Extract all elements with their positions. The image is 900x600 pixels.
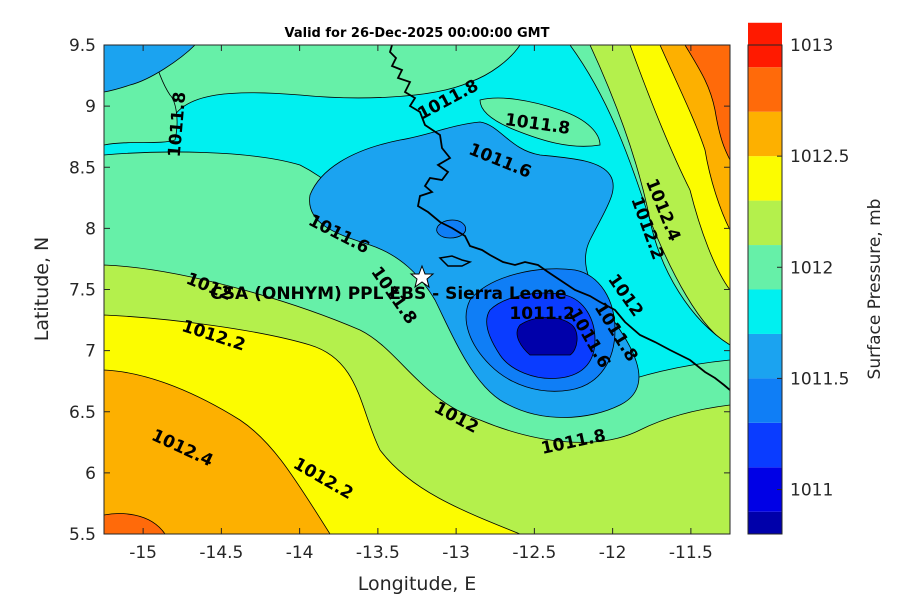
colorbar-swatch [748,111,782,157]
y-tick-label: 8.5 [69,158,96,178]
colorbar-label: Surface Pressure, mb [865,199,885,380]
pressure-field [104,45,730,534]
colorbar-tick-label: 1012.5 [790,147,849,167]
star-icon [409,264,435,289]
colorbar-tick-label: 1011.5 [790,369,849,389]
colorbar-ticks: 1011 1011.5 1012 1012.5 1013 [777,36,849,501]
x-tick-label: -14 [286,543,314,563]
level-1011.3-1011.5 [104,45,196,93]
level-1010.8-1010.9 [516,317,578,356]
colorbar-swatch [748,467,782,512]
chart-title: Valid for 26-Dec-2025 00:00:00 GMT [285,26,550,41]
colorbar-swatch [748,378,782,423]
colorbar-swatch [748,289,782,334]
y-axis: 5.5 6 6.5 7 7.5 8 8.5 9 9.5 [69,36,730,545]
colorbar-swatch [748,156,782,201]
y-tick-label: 7 [85,342,96,362]
y-tick-label: 9 [85,97,96,117]
x-tick-label: -15 [129,543,157,563]
colorbar-swatch [748,333,782,379]
colorbar-swatch [748,200,782,246]
x-tick-label: -14.5 [199,543,243,563]
colorbar-tick-label: 1013 [790,36,833,56]
colorbar [748,22,782,534]
station-marker: CSA (ONHYM) PPL EBS - Sierra Leone [210,264,567,304]
level-1012.4-1012.6 [104,369,331,534]
x-tick-label: -11.5 [669,543,713,563]
station-label: CSA (ONHYM) PPL EBS - Sierra Leone [210,284,567,304]
colorbar-swatch [748,67,782,112]
y-tick-label: 5.5 [69,525,96,545]
colorbar-tick-label: 1011 [790,481,833,501]
level-1012.6-1012.8-ne [684,45,730,161]
y-tick-label: 7.5 [69,281,96,301]
x-axis-label: Longitude, E [358,573,477,595]
colorbar-frame [747,44,783,535]
contour-label: 1011.2 [509,304,575,324]
x-tick-label: -12 [599,543,627,563]
y-tick-label: 9.5 [69,36,96,56]
level-1011.7-1011.9-patch [479,97,601,147]
coastline [388,45,730,391]
y-axis-label: Latitude, N [31,237,53,342]
colorbar-swatch [748,511,782,534]
colorbar-tick-label: 1012 [790,258,833,278]
x-tick-label: -12.5 [512,543,556,563]
colorbar-swatch [748,245,782,290]
y-tick-label: 8 [85,219,96,239]
y-tick-label: 6 [85,464,96,484]
x-tick-label: -13.5 [356,543,400,563]
x-axis: -15 -14.5 -14 -13.5 -13 -12.5 -12 -11.5 [129,45,713,563]
island-sherbro [438,255,473,267]
x-tick-label: -13 [442,543,470,563]
colorbar-swatch [748,422,782,468]
y-tick-label: 6.5 [69,403,96,423]
